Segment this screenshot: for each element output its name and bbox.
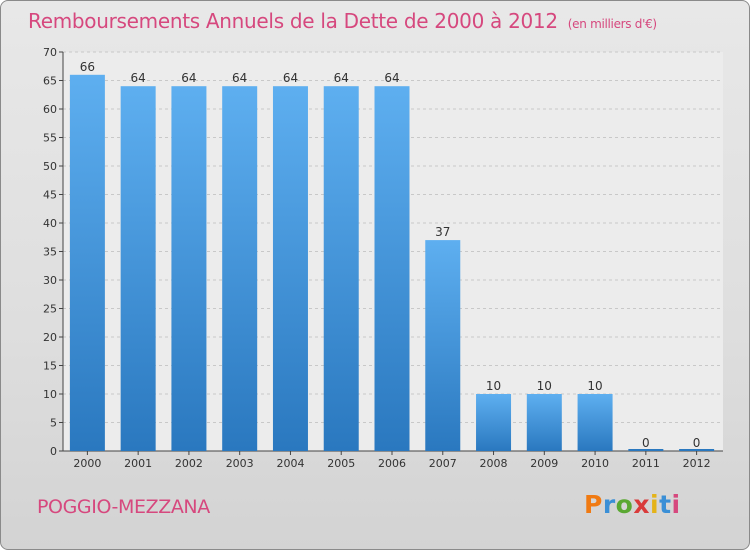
commune-name: POGGIO-MEZZANA <box>37 496 210 518</box>
proxiti-logo: Proxiti <box>584 490 681 519</box>
y-tick-label: 5 <box>50 417 57 430</box>
y-tick-label: 40 <box>43 217 57 230</box>
chart-title: Remboursements Annuels de la Dette de 20… <box>28 9 657 33</box>
x-tick-label-2004: 2004 <box>276 457 304 470</box>
value-label-2009: 10 <box>537 379 552 393</box>
value-label-2007: 37 <box>435 225 450 239</box>
y-tick-label: 60 <box>43 103 57 116</box>
x-tick-label-2010: 2010 <box>581 457 609 470</box>
x-tick-label-2003: 2003 <box>226 457 254 470</box>
y-tick-label: 50 <box>43 160 57 173</box>
y-tick-label: 45 <box>43 189 57 202</box>
x-tick-label-2011: 2011 <box>632 457 660 470</box>
y-tick-label: 65 <box>43 75 57 88</box>
value-label-2006: 64 <box>384 71 399 85</box>
value-label-2011: 0 <box>642 436 650 450</box>
y-tick-label: 10 <box>43 388 57 401</box>
value-label-2004: 64 <box>283 71 298 85</box>
value-label-2001: 64 <box>131 71 146 85</box>
x-tick-label-2001: 2001 <box>124 457 152 470</box>
value-label-2008: 10 <box>486 379 501 393</box>
value-label-2000: 66 <box>80 60 95 74</box>
bar-2001 <box>120 86 156 451</box>
x-tick-label-2006: 2006 <box>378 457 406 470</box>
y-tick-label: 0 <box>50 445 57 458</box>
x-tick-label-2007: 2007 <box>429 457 457 470</box>
bar-2007 <box>425 240 461 451</box>
bar-2002 <box>171 86 207 451</box>
x-tick-label-2000: 2000 <box>73 457 101 470</box>
x-tick-label-2012: 2012 <box>683 457 711 470</box>
bar-2009 <box>526 394 562 451</box>
y-tick-label: 15 <box>43 360 57 373</box>
chart-unit-note: (en milliers d'€) <box>567 17 657 31</box>
bar-2000 <box>69 74 105 452</box>
value-label-2002: 64 <box>181 71 196 85</box>
bar-2003 <box>222 86 258 451</box>
y-tick-label: 55 <box>43 132 57 145</box>
value-label-2003: 64 <box>232 71 247 85</box>
y-tick-label: 70 <box>43 46 57 59</box>
bar-2006 <box>374 86 410 451</box>
bar-2005 <box>323 86 359 451</box>
value-label-2012: 0 <box>693 436 701 450</box>
y-tick-label: 25 <box>43 303 57 316</box>
x-tick-label-2005: 2005 <box>327 457 355 470</box>
x-tick-label-2002: 2002 <box>175 457 203 470</box>
x-tick-label-2009: 2009 <box>530 457 558 470</box>
x-tick-label-2008: 2008 <box>480 457 508 470</box>
value-label-2010: 10 <box>587 379 602 393</box>
bar-2010 <box>577 394 613 451</box>
value-label-2005: 64 <box>334 71 349 85</box>
chart-title-text: Remboursements Annuels de la Dette de 20… <box>28 9 558 33</box>
bar-2008 <box>476 394 512 451</box>
y-tick-label: 20 <box>43 331 57 344</box>
y-tick-label: 30 <box>43 274 57 287</box>
bar-2004 <box>272 86 308 451</box>
y-tick-label: 35 <box>43 246 57 259</box>
